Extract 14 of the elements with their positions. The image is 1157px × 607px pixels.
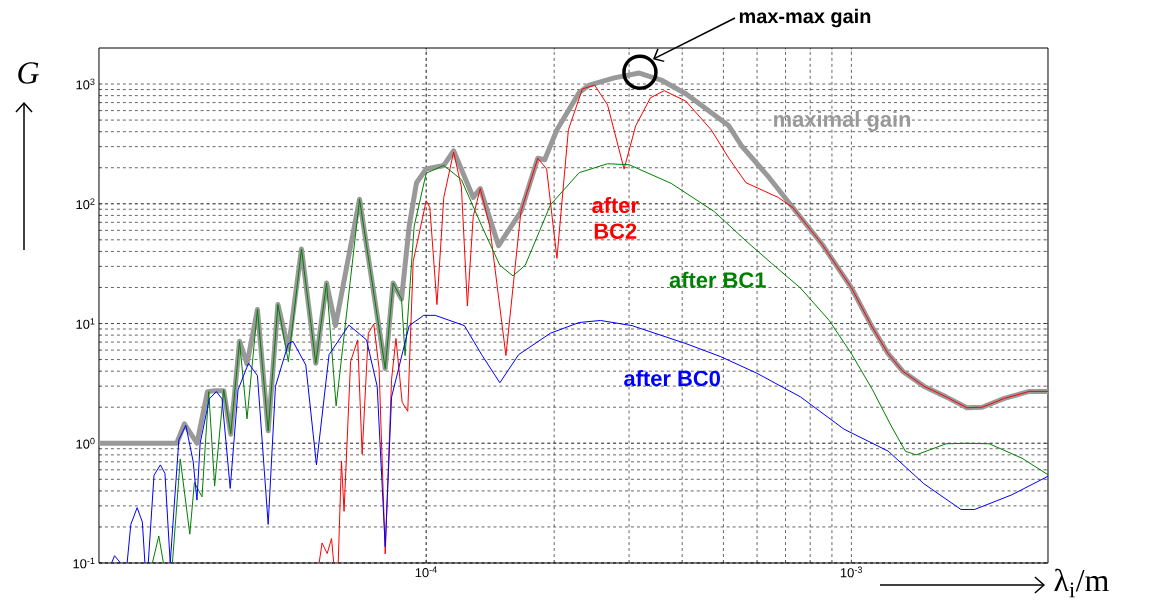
series-label: maximal gain [774,110,911,132]
series-label: after BC2 [592,196,639,239]
x-axis-title: λ$_{i}$/m [1054,568,1109,598]
series-label: after BC0 [624,370,720,387]
y-tick-label: 10$^{-1}$ [73,557,95,569]
y-axis-title: G [18,62,39,84]
text: max-max gain [739,8,871,28]
series-label: after BC1 [669,271,766,288]
y-tick-label: 10$^{1}$ [76,318,95,329]
y-tick-label: 10$^{2}$ [76,198,95,210]
y-tick-label: 10$^{3}$ [76,78,95,90]
x-tick-label: 10$^{-3}$ [840,566,862,578]
y-tick-label: 10$^{0}$ [76,437,95,449]
x-tick-label: 10$^{-4}$ [415,566,437,578]
